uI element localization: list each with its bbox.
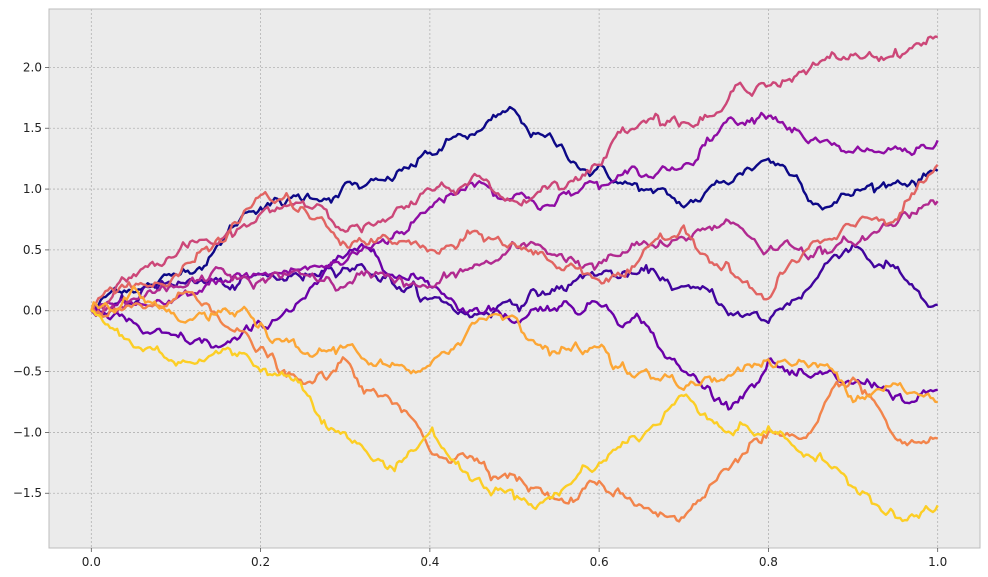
y-tick-label: −1.0 <box>13 425 42 439</box>
plot-area <box>49 9 980 548</box>
grid <box>49 9 980 548</box>
y-axis: −1.5 −1.0 −0.5 0.0 0.5 1.0 1.5 2.0 <box>13 60 49 500</box>
series-line-path-6 <box>90 35 938 318</box>
x-tick-label: 0.2 <box>251 555 270 569</box>
series-line-path-3 <box>90 242 938 411</box>
series-line-path-8 <box>90 290 938 523</box>
series-line-path-2 <box>90 242 938 325</box>
x-tick-label: 0.8 <box>759 555 778 569</box>
x-tick-label: 0.4 <box>420 555 439 569</box>
y-tick-label: −1.5 <box>13 486 42 500</box>
series-line-path-7 <box>90 163 939 312</box>
y-tick-label: 2.0 <box>23 60 42 74</box>
series-group <box>90 35 939 523</box>
series-line-path-9 <box>90 285 938 404</box>
x-tick-label: 0.0 <box>82 555 101 569</box>
plot-frame <box>48 8 981 549</box>
x-tick-label: 1.0 <box>928 555 947 569</box>
y-tick-label: 1.5 <box>23 121 42 135</box>
x-axis: 0.0 0.2 0.4 0.6 0.8 1.0 <box>82 548 947 569</box>
y-tick-label: 1.0 <box>23 182 42 196</box>
y-tick-label: 0.5 <box>23 243 42 257</box>
x-tick-label: 0.6 <box>590 555 609 569</box>
series-line-path-10 <box>90 309 939 523</box>
y-tick-label: 0.0 <box>23 304 42 318</box>
y-tick-label: −0.5 <box>13 365 42 379</box>
